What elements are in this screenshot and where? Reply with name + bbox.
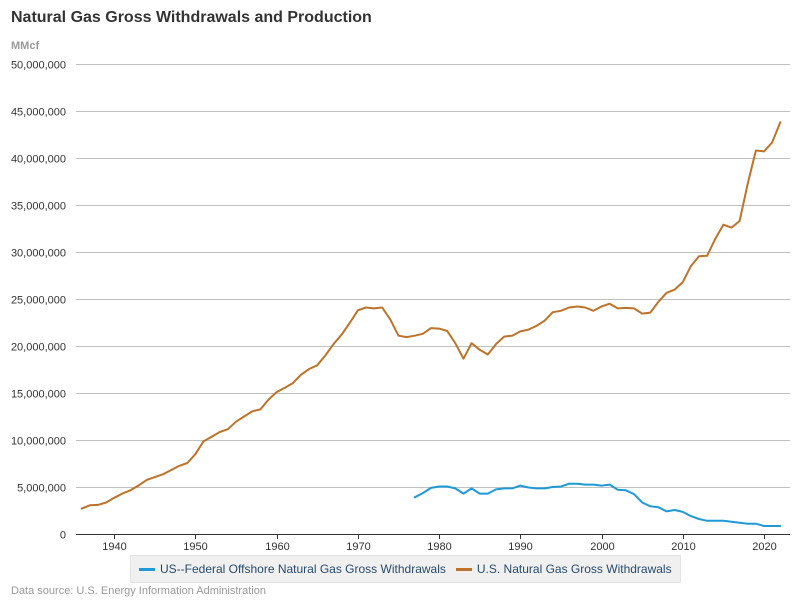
series-line-federal-offshore[interactable] [413, 482, 782, 527]
x-tick-label: 1950 [183, 541, 207, 553]
x-tick-label: 2010 [671, 541, 695, 553]
gridlines [76, 64, 790, 488]
chart-title: Natural Gas Gross Withdrawals and Produc… [11, 9, 372, 26]
x-axis: 1940 1950 1960 1970 1980 1990 2000 2010 2020 [76, 534, 790, 553]
y-tick-label: 45,000,000 [11, 107, 66, 119]
legend-label-federal-offshore: US--Federal Offshore Natural Gas Gross W… [160, 562, 446, 576]
x-tick-label: 1990 [508, 541, 532, 553]
legend-swatch-federal-offshore [139, 567, 155, 571]
x-tick-label: 1980 [427, 541, 451, 553]
legend-swatch-us-withdrawals [455, 567, 472, 571]
series-lines [80, 121, 782, 527]
y-tick-label: 5,000,000 [17, 483, 66, 495]
y-tick-label: 25,000,000 [11, 295, 66, 307]
y-tick-label: 30,000,000 [11, 248, 66, 260]
x-tick-label: 1940 [102, 541, 126, 553]
y-tick-label: 35,000,000 [11, 201, 66, 213]
y-tick-label: 0 [60, 530, 66, 542]
x-tick-label: 1970 [346, 541, 370, 553]
y-tick-label: 20,000,000 [11, 342, 66, 354]
legend: US--Federal Offshore Natural Gas Gross W… [130, 555, 681, 583]
x-tick-label: 1960 [265, 541, 289, 553]
x-tick-label: 2020 [752, 541, 776, 553]
legend-item-federal-offshore[interactable]: US--Federal Offshore Natural Gas Gross W… [139, 562, 446, 576]
y-tick-label: 10,000,000 [11, 436, 66, 448]
legend-label-us-withdrawals: U.S. Natural Gas Gross Withdrawals [476, 562, 672, 576]
y-tick-label: 40,000,000 [11, 154, 66, 166]
y-tick-label: 50,000,000 [11, 60, 66, 72]
data-source-note: Data source: U.S. Energy Information Adm… [11, 585, 266, 597]
y-axis-tick-labels: 0 5,000,000 10,000,000 15,000,000 20,000,000… [11, 60, 66, 542]
series-line-us-withdrawals[interactable] [80, 121, 782, 510]
y-axis-units-label: MMcf [11, 40, 40, 52]
x-tick-label: 2000 [590, 541, 614, 553]
legend-item-us-withdrawals[interactable]: U.S. Natural Gas Gross Withdrawals [455, 562, 672, 576]
y-tick-label: 15,000,000 [11, 389, 66, 401]
